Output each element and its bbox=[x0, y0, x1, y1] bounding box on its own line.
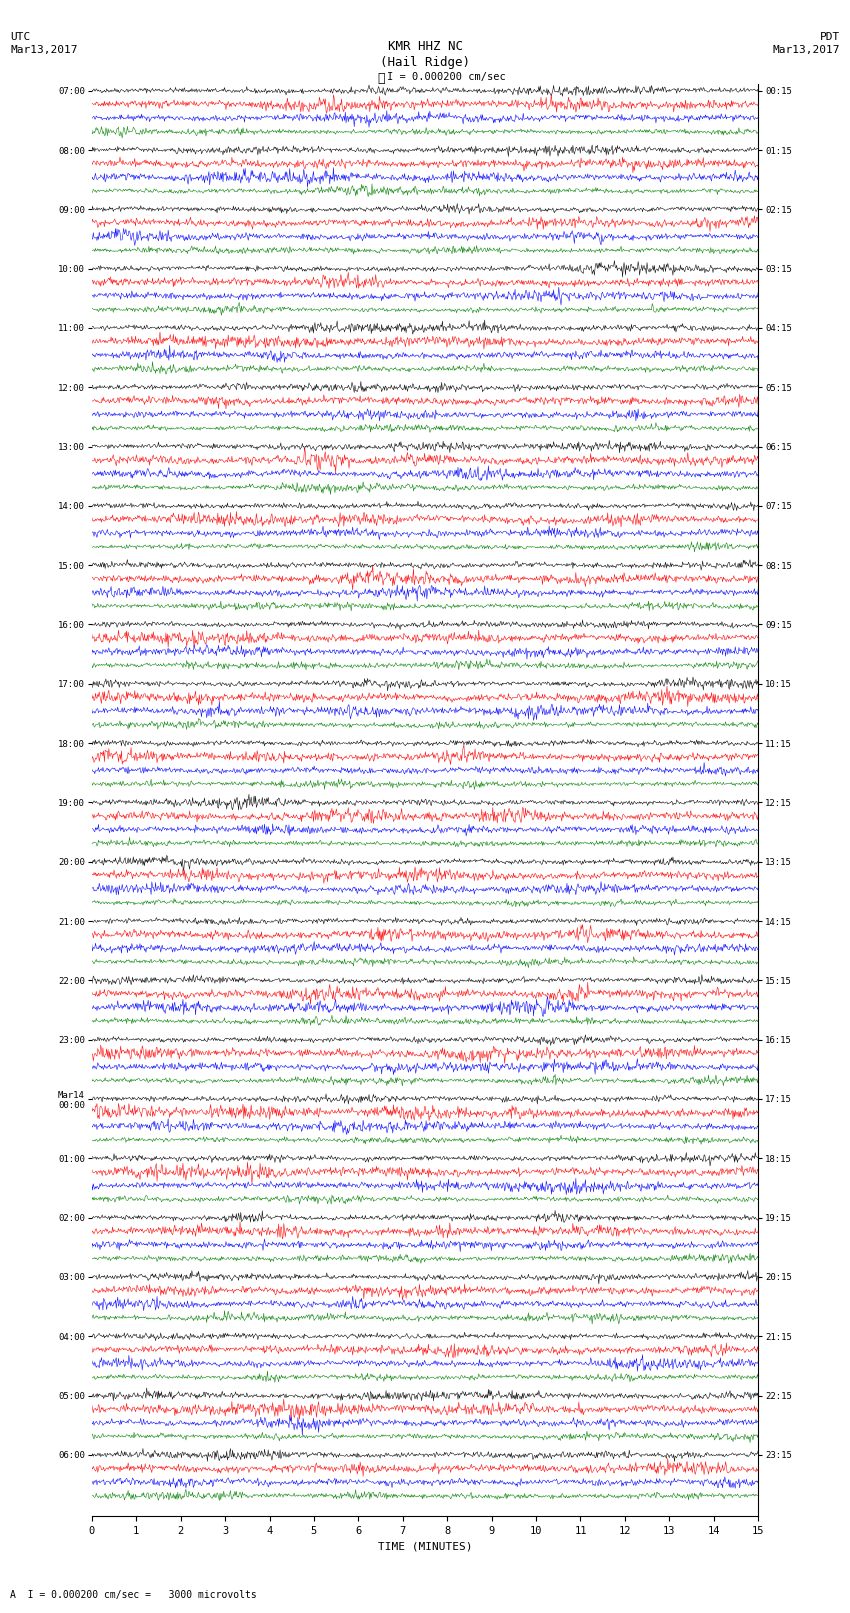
Text: PDT: PDT bbox=[819, 32, 840, 42]
Text: I = 0.000200 cm/sec: I = 0.000200 cm/sec bbox=[387, 71, 506, 82]
Text: A  I = 0.000200 cm/sec =   3000 microvolts: A I = 0.000200 cm/sec = 3000 microvolts bbox=[10, 1590, 257, 1600]
Text: Mar13,2017: Mar13,2017 bbox=[10, 45, 77, 55]
Text: ⎸: ⎸ bbox=[377, 71, 384, 85]
X-axis label: TIME (MINUTES): TIME (MINUTES) bbox=[377, 1542, 473, 1552]
Text: KMR HHZ NC: KMR HHZ NC bbox=[388, 39, 462, 53]
Text: (Hail Ridge): (Hail Ridge) bbox=[380, 56, 470, 69]
Text: UTC: UTC bbox=[10, 32, 31, 42]
Text: Mar13,2017: Mar13,2017 bbox=[773, 45, 840, 55]
